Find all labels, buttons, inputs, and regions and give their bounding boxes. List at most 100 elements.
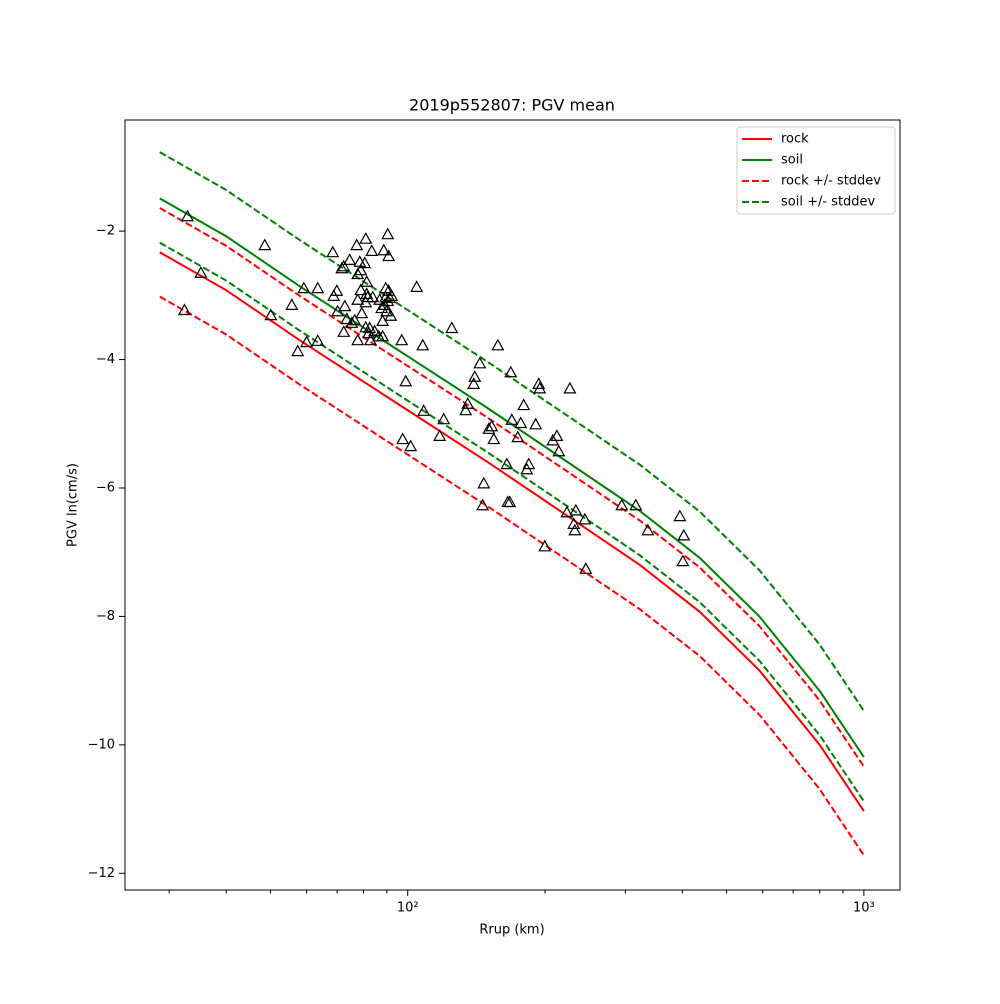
data-point	[348, 313, 362, 326]
data-point	[340, 312, 354, 325]
data-point	[377, 243, 391, 256]
data-point	[579, 562, 593, 574]
data-point	[437, 412, 451, 425]
data-point	[673, 509, 687, 522]
data-point	[359, 232, 373, 244]
data-point	[354, 263, 368, 276]
data-point	[417, 404, 431, 416]
stddev-line	[159, 207, 865, 768]
data-point	[343, 253, 357, 265]
data-point	[410, 280, 424, 292]
data-point	[380, 304, 394, 317]
data-point	[326, 245, 340, 258]
data-point	[676, 554, 690, 567]
data-point	[567, 517, 581, 529]
data-point	[337, 325, 351, 337]
data-point	[381, 227, 395, 240]
y-axis-label: PGV ln(cm/s)	[66, 463, 81, 547]
data-point	[194, 266, 208, 278]
data-point	[383, 291, 397, 303]
data-point	[373, 293, 387, 305]
data-point	[300, 335, 314, 348]
data-point	[350, 238, 364, 251]
data-point	[522, 457, 536, 470]
x-tick-label: 10³	[853, 901, 875, 916]
data-point	[360, 275, 374, 287]
data-point	[511, 430, 525, 443]
data-point	[459, 403, 473, 416]
data-point	[264, 308, 278, 321]
data-point	[180, 209, 195, 222]
data-point	[517, 398, 531, 411]
data-point	[482, 422, 496, 434]
data-point	[335, 261, 349, 274]
data-point	[337, 259, 351, 272]
data-point	[552, 444, 566, 457]
y-tick-label: −12	[88, 866, 115, 881]
data-point	[505, 413, 519, 425]
legend-label: rock +/- stddev	[781, 174, 881, 189]
data-point	[384, 309, 398, 321]
data-point	[468, 370, 482, 382]
stddev-line	[159, 151, 865, 712]
data-point	[445, 321, 459, 334]
data-point	[376, 329, 390, 342]
data-point	[330, 284, 344, 296]
data-point	[491, 338, 505, 351]
plot-area	[159, 151, 865, 856]
data-point	[532, 377, 546, 389]
data-point	[258, 238, 272, 251]
data-point	[396, 432, 410, 445]
data-point	[416, 338, 430, 351]
data-point	[385, 289, 399, 301]
data-point	[550, 429, 564, 441]
data-point	[338, 299, 352, 312]
data-point	[177, 303, 191, 316]
stddev-line	[159, 241, 865, 802]
data-point	[291, 344, 305, 357]
data-point	[500, 457, 514, 470]
data-point	[533, 381, 547, 394]
y-tick-label: −6	[96, 480, 115, 495]
legend-box	[736, 126, 896, 215]
data-point	[514, 416, 528, 429]
data-point	[615, 498, 629, 511]
data-point	[461, 397, 475, 409]
data-point	[399, 374, 413, 387]
data-point	[351, 293, 365, 305]
data-point	[351, 333, 365, 346]
data-point	[476, 498, 490, 511]
data-point	[473, 356, 487, 369]
data-point	[311, 281, 325, 294]
data-point	[503, 495, 517, 508]
data-point	[477, 476, 491, 489]
data-point	[467, 377, 481, 389]
y-tick-label: −10	[88, 737, 115, 752]
data-point	[641, 523, 655, 536]
mean-line	[159, 197, 865, 758]
data-point	[351, 267, 365, 280]
mean-line	[159, 251, 865, 812]
data-point	[297, 281, 311, 294]
y-tick-label: −4	[96, 352, 115, 367]
y-tick-label: −8	[96, 609, 115, 624]
chart-title: 2019p552807: PGV mean	[409, 96, 615, 115]
legend-label: soil	[781, 153, 803, 168]
data-point	[568, 523, 582, 536]
data-point	[504, 365, 518, 378]
stddev-line	[159, 295, 865, 856]
data-point	[395, 333, 409, 346]
data-point	[629, 498, 643, 511]
legend-label: rock	[781, 132, 809, 147]
data-point	[382, 249, 396, 262]
data-point	[433, 429, 447, 441]
data-point	[354, 283, 368, 296]
data-point	[365, 244, 379, 257]
data-point	[404, 439, 418, 452]
data-point	[285, 298, 299, 310]
data-point	[355, 306, 369, 319]
legend-label: soil +/- stddev	[781, 195, 876, 210]
data-point	[569, 503, 583, 516]
data-point	[677, 528, 691, 541]
